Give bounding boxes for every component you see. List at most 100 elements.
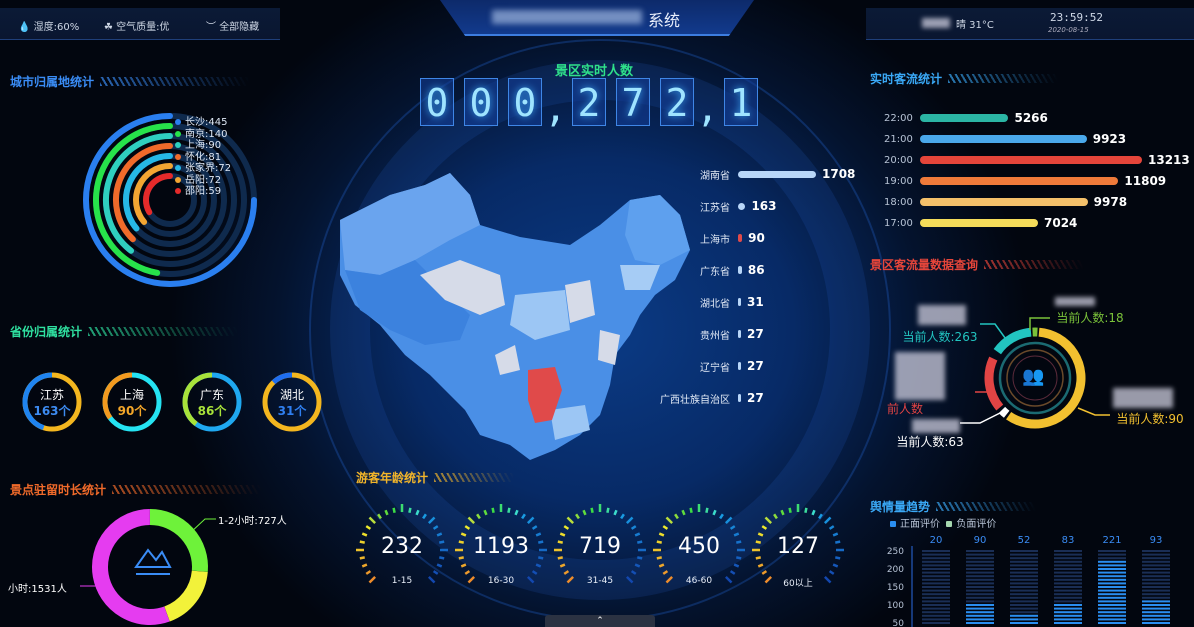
bar-segment <box>922 604 950 606</box>
legend-negative[interactable]: 负面评价 <box>946 519 996 530</box>
gauge-tick <box>427 575 436 584</box>
bar-segment <box>966 578 994 581</box>
flow-time: 17:00 <box>884 217 913 229</box>
ranking-value: 27 <box>747 359 764 373</box>
gauge-tick <box>361 563 368 568</box>
city-radial-bar-chart <box>83 113 257 287</box>
gauge-tick <box>757 532 764 537</box>
bar-segment <box>1142 586 1170 588</box>
gauge-tick <box>755 556 761 560</box>
map-region-xinjiang <box>340 173 480 275</box>
dwell-label-1: 1-2小时:727人 <box>218 516 287 527</box>
leader-line <box>1077 407 1110 416</box>
scenic-query-title: 景区客流量数据查询 <box>870 256 1085 273</box>
gauge-tick <box>535 532 542 537</box>
bar-segment <box>1054 568 1082 570</box>
collapse-panel-button[interactable]: ⌃ <box>545 615 655 627</box>
gauge-tick <box>365 525 372 530</box>
bar-segment <box>1098 622 1126 624</box>
gauge-tick <box>764 516 773 525</box>
city-legend-item: 南京:140 <box>175 129 231 141</box>
flow-row: 19:00 11809 <box>884 174 1166 188</box>
province-donut-湖北 <box>262 372 322 432</box>
bar-segment <box>1054 575 1082 578</box>
counter-digit: 2 <box>660 78 694 126</box>
bar-segment <box>922 550 950 552</box>
province-name: 江苏 <box>39 388 64 402</box>
province-donut-上海 <box>102 372 162 432</box>
legend-positive[interactable]: 正面评价 <box>890 519 940 530</box>
flow-row: 17:00 7024 <box>884 216 1077 230</box>
bar-segment <box>1010 600 1038 603</box>
title-stripes <box>112 485 263 494</box>
map-region-chongqing <box>495 345 520 375</box>
scenic-name-blurred <box>1055 297 1095 306</box>
ranking-bar <box>738 362 741 370</box>
province-stats-title: 省份归属统计 <box>10 323 239 340</box>
gauge-tick <box>780 509 785 516</box>
bar-segment <box>1054 622 1082 624</box>
bar-segment <box>922 582 950 585</box>
bar-segment <box>1054 589 1082 592</box>
gauge-tick <box>582 509 587 516</box>
city-arc-张家界 <box>123 153 173 232</box>
city-arc-上海 <box>103 133 173 254</box>
bar-segment <box>922 589 950 592</box>
bar-segment <box>1142 560 1170 563</box>
flow-time: 21:00 <box>884 133 913 145</box>
bar-segment <box>1010 560 1038 563</box>
gauge-tick <box>535 563 542 568</box>
map-region-central <box>510 290 570 340</box>
top-status-bar <box>0 8 280 40</box>
china-map[interactable] <box>330 165 690 465</box>
city-legend-item: 张家界:72 <box>175 163 231 175</box>
bar-segment <box>1098 604 1126 606</box>
ranking-value: 31 <box>747 295 764 309</box>
bar-segment <box>1142 593 1170 596</box>
gauge-tick <box>681 509 686 516</box>
bar-segment <box>1098 557 1126 560</box>
gauge-tick <box>835 556 841 560</box>
bar-segment <box>922 607 950 610</box>
bar-segment <box>1054 560 1082 563</box>
gauge-tick <box>526 516 535 525</box>
gauge-tick <box>823 516 832 525</box>
flow-value: 5266 <box>1014 111 1048 125</box>
title-stripes <box>88 327 239 336</box>
gauge-tick <box>637 540 643 544</box>
gauge-tick <box>359 540 365 544</box>
counter-separator: , <box>544 86 567 130</box>
gauge-tick <box>384 509 389 516</box>
scenic-name-blurred <box>918 305 966 325</box>
humidity-status: 💧 湿度:60% <box>18 22 80 33</box>
city-legend-item: 岳阳:72 <box>175 175 231 187</box>
flow-row: 22:00 5266 <box>884 111 1048 125</box>
ranking-name: 湖南省 <box>700 170 730 182</box>
bar-segment <box>1054 578 1082 581</box>
ranking-bar <box>738 394 741 402</box>
age-value: 450 <box>678 534 720 559</box>
map-region-qinghai <box>420 260 505 315</box>
ranking-value: 163 <box>751 199 777 213</box>
donut-segment <box>182 372 213 426</box>
gauge-tick <box>460 563 467 568</box>
gauge-tick <box>538 556 544 560</box>
hide-all-button[interactable]: ︶ 全部隐藏 <box>206 22 260 33</box>
gauge-tick <box>491 507 495 513</box>
bar-value-label: 93 <box>1150 535 1163 546</box>
users-icon: 👥 <box>1022 366 1045 387</box>
scenic-name-blurred <box>1113 388 1173 408</box>
gauge-tick <box>634 563 641 568</box>
bar-segment <box>1098 593 1126 596</box>
age-range: 60以上 <box>783 579 813 589</box>
gauge-tick <box>368 575 377 584</box>
gauge-tick <box>514 509 519 516</box>
ranking-name: 江苏省 <box>700 202 730 214</box>
title-stripes <box>948 74 1059 83</box>
legend-label: 怀化:81 <box>185 151 222 163</box>
counter-digit: 0 <box>464 78 498 126</box>
ranking-value: 86 <box>747 263 765 277</box>
inner-ring <box>1006 349 1064 407</box>
legend-dot <box>175 142 181 148</box>
bar-segment <box>922 560 950 563</box>
